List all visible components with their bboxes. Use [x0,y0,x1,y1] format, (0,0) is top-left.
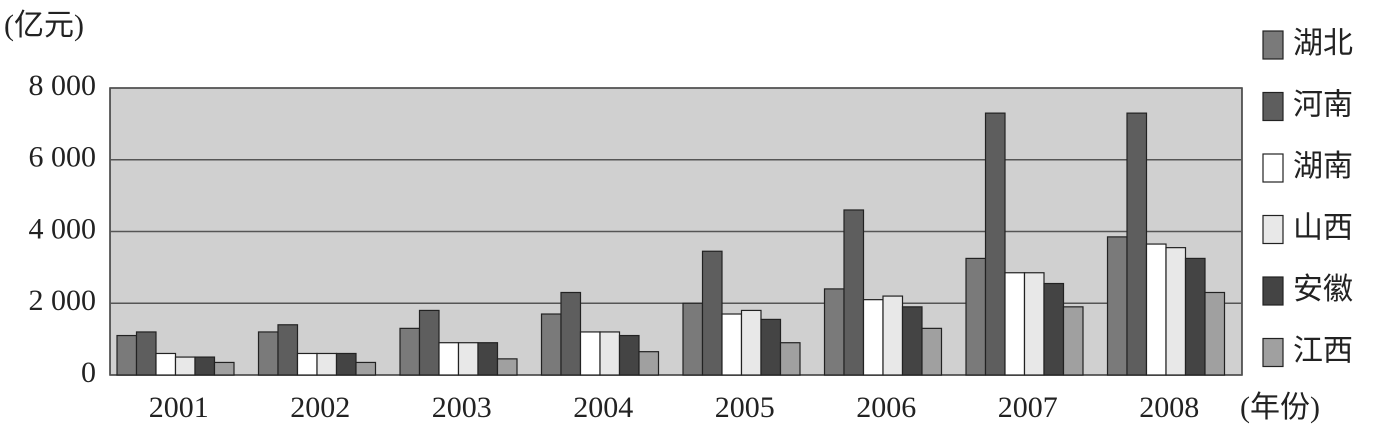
legend-label: 湖北 [1293,27,1353,60]
bar [116,334,138,376]
bar [257,331,279,376]
x-tick-label: 2004 [573,391,633,424]
bar [721,313,743,376]
x-tick-label: 2008 [1139,391,1199,424]
legend-label: 山西 [1293,211,1353,244]
x-tick-label: 2001 [149,391,209,424]
bar [965,257,987,376]
bar [1184,257,1206,376]
y-axis-label: (亿元) [4,9,84,42]
bar [438,342,460,376]
bar [155,352,177,376]
y-tick-label: 2 000 [29,284,97,317]
bar [335,352,357,376]
bar [638,351,660,376]
x-tick-label: 2002 [290,391,350,424]
bar [984,112,1006,376]
bar [779,342,801,376]
y-tick-label: 6 000 [29,141,97,174]
bar [457,342,479,376]
x-tick-label: 2005 [715,391,775,424]
y-tick-label: 0 [81,356,96,389]
bar [740,309,762,376]
x-tick-label: 2007 [998,391,1058,424]
bar [1145,243,1167,376]
bar [1204,291,1226,376]
legend-label: 江西 [1293,334,1353,367]
legend-swatch [1262,153,1284,183]
x-tick-label: 2006 [856,391,916,424]
bar [701,250,723,376]
legend-label: 湖南 [1293,150,1353,183]
bar [901,306,923,376]
legend-label: 安徽 [1293,273,1353,306]
bar [1004,272,1026,376]
legend-swatch [1262,30,1284,60]
bar [1062,306,1084,376]
legend-swatch [1262,91,1284,122]
bar [496,358,518,376]
bar [682,302,704,376]
x-tick-label: 2003 [432,391,492,424]
bar [296,352,318,376]
bar [579,331,601,376]
bar [418,309,440,376]
bar [277,324,299,376]
legend-swatch [1262,337,1284,368]
bar [399,327,421,376]
bar [1165,247,1187,376]
bar [599,331,621,376]
legend-swatch [1262,214,1284,245]
bar [760,318,782,376]
bar [355,361,377,376]
bar [921,327,943,376]
bar [843,209,865,376]
bar [560,291,582,376]
bar [1043,282,1065,376]
bar [477,342,499,376]
bar [882,295,904,376]
bar [213,361,235,376]
bar [174,356,196,376]
x-axis-label: (年份) [1240,391,1320,424]
bar [1126,112,1148,376]
y-tick-label: 8 000 [29,69,97,102]
bar [135,331,157,376]
bar [862,299,884,376]
bar [540,313,562,376]
legend-label: 河南 [1293,88,1353,121]
legend-swatch [1262,276,1284,306]
bar [1106,236,1128,376]
bar [823,288,845,376]
bar [618,334,640,376]
y-tick-label: 4 000 [29,212,97,245]
bar [194,356,216,376]
bar [316,352,338,376]
bar [1023,272,1045,376]
